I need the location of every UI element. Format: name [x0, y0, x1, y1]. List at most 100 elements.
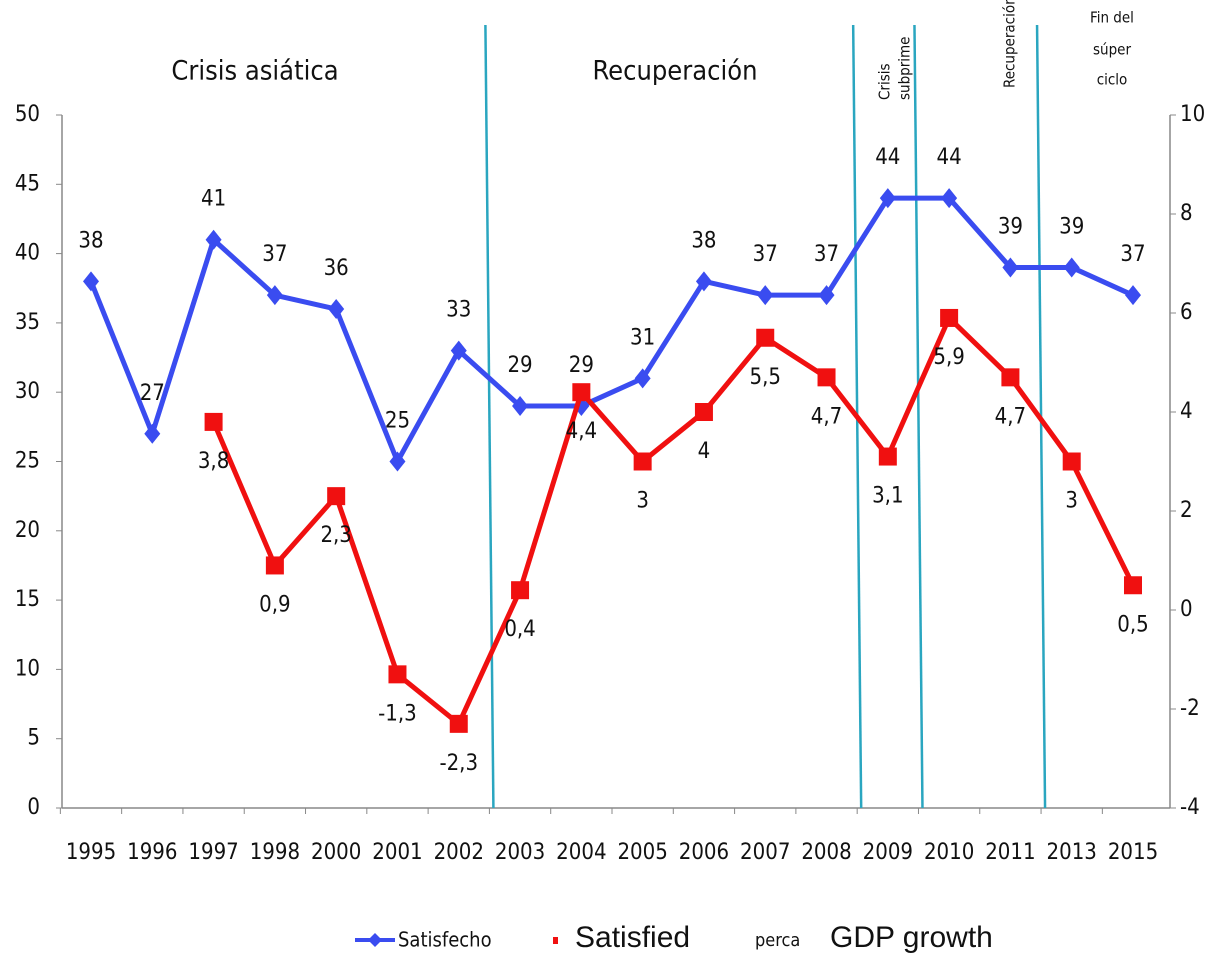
- data-label: 0,5: [1117, 612, 1148, 637]
- y2-tick-label: 8: [1180, 201, 1193, 226]
- point: [879, 188, 896, 209]
- data-label: 37: [814, 242, 839, 267]
- data-label: 27: [140, 381, 165, 406]
- period-label: Crisis asiática: [171, 56, 338, 87]
- period-label: ciclo: [1097, 71, 1128, 89]
- period-divider: [913, 24, 924, 809]
- point: [695, 271, 712, 292]
- data-label: 41: [201, 187, 226, 212]
- data-label: 3,1: [872, 484, 903, 509]
- x-tick-label: 1998: [250, 840, 300, 865]
- point: [388, 665, 407, 684]
- data-label: 31: [630, 325, 655, 350]
- point: [818, 285, 835, 306]
- y2-tick-label: 2: [1180, 498, 1193, 523]
- y-tick-label: 30: [15, 379, 40, 404]
- x-tick-label: 1995: [66, 840, 116, 865]
- data-label: 29: [569, 353, 594, 378]
- data-label: -1,3: [378, 701, 417, 726]
- data-label: 0,9: [259, 592, 290, 617]
- data-label: 0,4: [504, 617, 535, 642]
- y-tick-label: 35: [15, 310, 40, 335]
- y2-tick-label: -4: [1180, 795, 1200, 820]
- y2-tick-label: -2: [1180, 696, 1200, 721]
- data-label: 25: [385, 409, 410, 434]
- point: [265, 556, 284, 575]
- point: [633, 452, 652, 471]
- x-tick-label: 2011: [985, 840, 1035, 865]
- point: [389, 451, 406, 472]
- period-divider: [484, 24, 495, 809]
- legend-label: perca: [755, 930, 800, 951]
- data-label: 29: [507, 353, 532, 378]
- x-tick-label: 2013: [1047, 840, 1097, 865]
- y-tick-label: 45: [15, 171, 40, 196]
- y-tick-label: 10: [15, 656, 40, 681]
- series-line: [211, 315, 1136, 727]
- data-label: 37: [262, 242, 287, 267]
- x-tick-label: 2007: [740, 840, 790, 865]
- x-tick-label: 2001: [372, 840, 422, 865]
- point: [144, 423, 161, 444]
- point: [757, 285, 774, 306]
- data-label: 4,4: [566, 419, 597, 444]
- point: [450, 340, 467, 361]
- x-tick-label: 2000: [311, 840, 361, 865]
- data-label: 44: [875, 145, 900, 170]
- x-tick-label: 2008: [801, 840, 851, 865]
- point: [941, 188, 958, 209]
- data-label: 3: [636, 489, 649, 514]
- data-label: 39: [1059, 214, 1084, 239]
- point: [694, 403, 713, 421]
- data-label: 5,9: [933, 345, 964, 370]
- period-label: Crisis: [876, 63, 894, 100]
- y-tick-label: 5: [27, 726, 40, 751]
- data-label: 4: [698, 439, 711, 464]
- data-label: 2,3: [320, 523, 351, 548]
- legend-marker: [368, 933, 382, 947]
- point: [511, 581, 530, 600]
- point: [328, 299, 345, 320]
- y-tick-label: 15: [15, 587, 40, 612]
- data-label: 37: [753, 242, 778, 267]
- period-label: Recuperación: [1001, 0, 1019, 88]
- data-label: 36: [324, 256, 349, 281]
- legend-marker: [553, 937, 558, 944]
- y2-tick-label: 10: [1180, 102, 1205, 127]
- x-tick-label: 2015: [1108, 840, 1158, 865]
- x-tick-label: 2003: [495, 840, 545, 865]
- y-tick-label: 0: [27, 795, 40, 820]
- data-label: -2,3: [439, 751, 478, 776]
- y2-tick-label: 6: [1180, 300, 1193, 325]
- point: [266, 285, 283, 306]
- period-label: Recuperación: [593, 56, 758, 87]
- y2-tick-label: 4: [1180, 399, 1193, 424]
- x-tick-label: 1997: [188, 840, 238, 865]
- point: [1063, 257, 1080, 278]
- data-label: 4,7: [811, 404, 842, 429]
- period-label: súper: [1093, 41, 1131, 59]
- y2-tick-label: 0: [1180, 597, 1193, 622]
- point: [83, 271, 99, 292]
- data-label: 38: [78, 228, 103, 253]
- point: [205, 229, 222, 250]
- point: [634, 368, 651, 389]
- x-tick-label: 2006: [679, 840, 729, 865]
- period-label: subprime: [896, 37, 914, 100]
- y-tick-label: 25: [15, 449, 40, 474]
- data-label: 4,7: [995, 404, 1026, 429]
- series-line: [88, 195, 1135, 464]
- data-label: 5,5: [750, 365, 781, 390]
- point: [1062, 452, 1081, 471]
- x-tick-label: 2004: [556, 840, 606, 865]
- y-tick-label: 40: [15, 241, 40, 266]
- data-label: 37: [1120, 242, 1145, 267]
- point: [878, 447, 897, 466]
- x-tick-label: 2005: [617, 840, 667, 865]
- data-label: 39: [998, 214, 1023, 239]
- point: [817, 368, 836, 387]
- point: [572, 383, 591, 402]
- point: [1002, 257, 1019, 278]
